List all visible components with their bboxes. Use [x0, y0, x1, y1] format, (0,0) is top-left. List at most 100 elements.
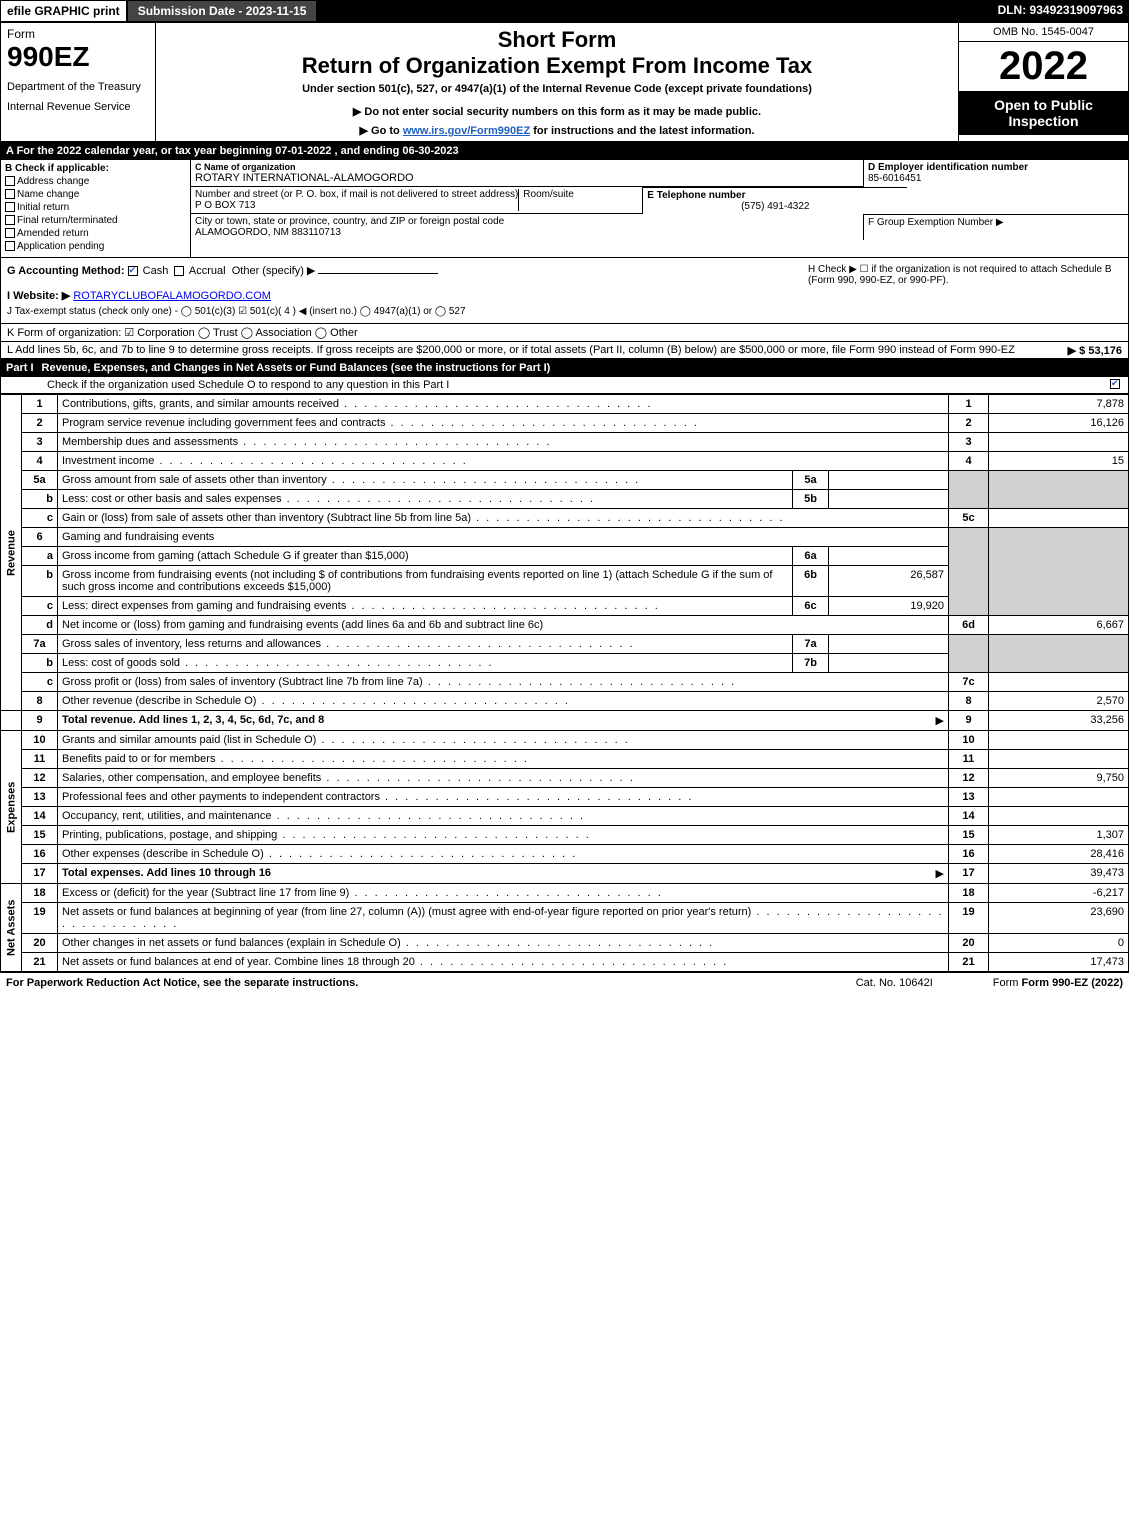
- goto-line: ▶ Go to www.irs.gov/Form990EZ for instru…: [164, 124, 950, 137]
- row20-desc: Other changes in net assets or fund bala…: [58, 934, 949, 953]
- row3-val: [989, 433, 1129, 452]
- row6a-mid: 6a: [793, 547, 829, 566]
- part1-table: Revenue 1 Contributions, gifts, grants, …: [0, 394, 1129, 972]
- goto-suffix: for instructions and the latest informat…: [533, 125, 754, 137]
- row21-num: 21: [22, 953, 58, 972]
- efile-print-button[interactable]: efile GRAPHIC print: [0, 0, 127, 22]
- row2-box: 2: [949, 414, 989, 433]
- row16-num: 16: [22, 845, 58, 864]
- tel-value: (575) 491-4322: [647, 201, 903, 212]
- goto-prefix: ▶ Go to: [360, 125, 403, 137]
- l-text: L Add lines 5b, 6c, and 7b to line 9 to …: [7, 344, 1015, 356]
- row2-val: 16,126: [989, 414, 1129, 433]
- dept-treasury: Department of the Treasury: [7, 81, 149, 93]
- chk-name-change[interactable]: [5, 189, 15, 199]
- chk-final-return[interactable]: [5, 215, 15, 225]
- row7b-num: b: [22, 654, 58, 673]
- d-ein-label: D Employer identification number: [868, 162, 1124, 173]
- return-of-title: Return of Organization Exempt From Incom…: [164, 53, 950, 79]
- row13-num: 13: [22, 788, 58, 807]
- lbl-name-change: Name change: [17, 189, 79, 200]
- row17-val: 39,473: [989, 864, 1129, 884]
- row6c-desc: Less: direct expenses from gaming and fu…: [58, 597, 793, 616]
- row4-desc: Investment income: [58, 452, 949, 471]
- row10-desc: Grants and similar amounts paid (list in…: [58, 731, 949, 750]
- row12-val: 9,750: [989, 769, 1129, 788]
- submission-date-button[interactable]: Submission Date - 2023-11-15: [127, 0, 318, 22]
- row9-val: 33,256: [989, 711, 1129, 731]
- part1-check-text: Check if the organization used Schedule …: [47, 379, 449, 391]
- street-label: Number and street (or P. O. box, if mail…: [195, 189, 518, 200]
- row14-num: 14: [22, 807, 58, 826]
- irs-link[interactable]: www.irs.gov/Form990EZ: [403, 125, 530, 137]
- i-website-label: I Website: ▶: [7, 290, 70, 302]
- row5a-midval: [829, 471, 949, 490]
- l-gross-receipts: L Add lines 5b, 6c, and 7b to line 9 to …: [0, 342, 1129, 359]
- row7b-mid: 7b: [793, 654, 829, 673]
- row9-box: 9: [949, 711, 989, 731]
- k-form-org: K Form of organization: ☑ Corporation ◯ …: [0, 324, 1129, 342]
- row12-num: 12: [22, 769, 58, 788]
- form-number: 990EZ: [7, 41, 149, 73]
- chk-amended-return[interactable]: [5, 228, 15, 238]
- row18-box: 18: [949, 884, 989, 903]
- row1-val: 7,878: [989, 395, 1129, 414]
- row17-arrow: ▶: [936, 867, 944, 880]
- row2-num: 2: [22, 414, 58, 433]
- vert-netassets: Net Assets: [1, 884, 22, 972]
- ein-value: 85-6016451: [868, 173, 1124, 184]
- row15-num: 15: [22, 826, 58, 845]
- row7a-mid: 7a: [793, 635, 829, 654]
- row12-box: 12: [949, 769, 989, 788]
- chk-accrual[interactable]: [174, 266, 184, 276]
- row7c-desc: Gross profit or (loss) from sales of inv…: [58, 673, 949, 692]
- h-check: H Check ▶ ☐ if the organization is not r…: [802, 264, 1122, 317]
- lbl-amended-return: Amended return: [17, 228, 89, 239]
- row17-num: 17: [22, 864, 58, 884]
- row8-num: 8: [22, 692, 58, 711]
- row9-num: 9: [22, 711, 58, 731]
- irs-label: Internal Revenue Service: [7, 101, 149, 113]
- row7c-box: 7c: [949, 673, 989, 692]
- row21-val: 17,473: [989, 953, 1129, 972]
- row7c-num: c: [22, 673, 58, 692]
- vert-expenses: Expenses: [1, 731, 22, 884]
- row3-box: 3: [949, 433, 989, 452]
- chk-address-change[interactable]: [5, 176, 15, 186]
- row6b-desc: Gross income from fundraising events (no…: [58, 566, 793, 597]
- row7a-desc: Gross sales of inventory, less returns a…: [58, 635, 793, 654]
- lbl-accrual: Accrual: [189, 265, 226, 277]
- row20-box: 20: [949, 934, 989, 953]
- row21-desc: Net assets or fund balances at end of ye…: [58, 953, 949, 972]
- row11-num: 11: [22, 750, 58, 769]
- row20-val: 0: [989, 934, 1129, 953]
- chk-initial-return[interactable]: [5, 202, 15, 212]
- row5c-val: [989, 509, 1129, 528]
- row10-val: [989, 731, 1129, 750]
- other-specify-input[interactable]: [318, 273, 438, 274]
- row11-desc: Benefits paid to or for members: [58, 750, 949, 769]
- chk-cash[interactable]: [128, 266, 138, 276]
- chk-schedule-o[interactable]: [1110, 379, 1120, 389]
- row19-num: 19: [22, 903, 58, 934]
- row19-desc: Net assets or fund balances at beginning…: [58, 903, 949, 934]
- row5a-mid: 5a: [793, 471, 829, 490]
- l-amount: ▶ $ 53,176: [1068, 344, 1122, 357]
- row5a-desc: Gross amount from sale of assets other t…: [58, 471, 793, 490]
- row16-box: 16: [949, 845, 989, 864]
- row7b-desc: Less: cost of goods sold: [58, 654, 793, 673]
- org-name: ROTARY INTERNATIONAL-ALAMOGORDO: [195, 172, 859, 184]
- row6a-desc: Gross income from gaming (attach Schedul…: [58, 547, 793, 566]
- website-link[interactable]: ROTARYCLUBOFALAMOGORDO.COM: [73, 290, 271, 302]
- section-bc: B Check if applicable: Address change Na…: [0, 160, 1129, 258]
- vert-revenue: Revenue: [1, 395, 22, 711]
- footer-left: For Paperwork Reduction Act Notice, see …: [6, 977, 856, 989]
- row6d-num: d: [22, 616, 58, 635]
- row6b-midval: 26,587: [829, 566, 949, 597]
- chk-application-pending[interactable]: [5, 241, 15, 251]
- row14-val: [989, 807, 1129, 826]
- row7a-num: 7a: [22, 635, 58, 654]
- e-tel-label: E Telephone number: [647, 190, 903, 201]
- ssn-note: ▶ Do not enter social security numbers o…: [164, 105, 950, 118]
- row6c-midval: 19,920: [829, 597, 949, 616]
